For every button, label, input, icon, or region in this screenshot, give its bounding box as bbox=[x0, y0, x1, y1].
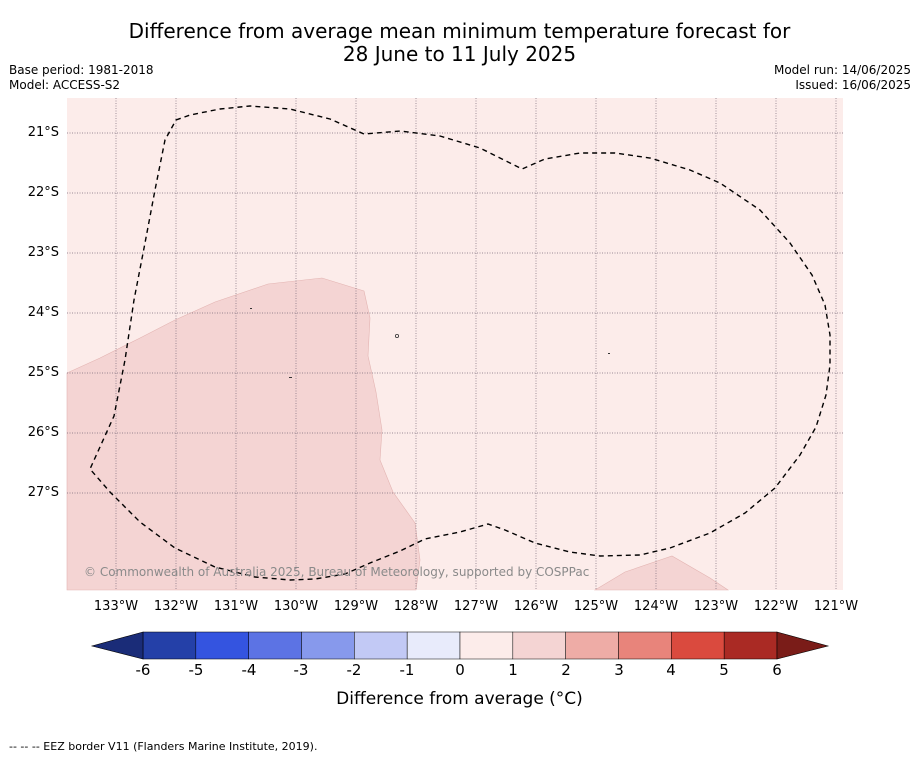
islands bbox=[250, 308, 610, 378]
copyright-text: © Commonwealth of Australia 2025, Bureau… bbox=[84, 565, 590, 579]
colorbar-tick: 6 bbox=[772, 661, 782, 679]
lon-label-121w: 121°W bbox=[813, 599, 859, 614]
meta-right: Model run: 14/06/2025 Issued: 16/06/2025 bbox=[774, 63, 911, 93]
lat-label-26s: 26°S bbox=[27, 425, 59, 440]
colorbar-segment bbox=[248, 631, 302, 660]
lat-label-25s: 25°S bbox=[27, 365, 59, 380]
colorbar-segment bbox=[195, 631, 249, 660]
lon-label-132w: 132°W bbox=[153, 599, 199, 614]
lat-label-27s: 27°S bbox=[27, 485, 59, 500]
colorbar-over-arrow bbox=[776, 631, 830, 660]
anomaly-region-south bbox=[593, 555, 729, 591]
issued-date: Issued: 16/06/2025 bbox=[795, 78, 911, 92]
map-title-line1: Difference from average mean minimum tem… bbox=[128, 19, 791, 43]
lon-label-126w: 126°W bbox=[513, 599, 559, 614]
lon-label-131w: 131°W bbox=[213, 599, 259, 614]
colorbar-tick: 5 bbox=[719, 661, 729, 679]
colorbar-tick: 0 bbox=[455, 661, 465, 679]
model-run: Model run: 14/06/2025 bbox=[773, 63, 911, 77]
lon-label-130w: 130°W bbox=[273, 599, 319, 614]
base-period: Base period: 1981-2018 bbox=[9, 63, 154, 77]
lat-label-24s: 24°S bbox=[27, 305, 59, 320]
colorbar-segment bbox=[723, 631, 778, 660]
lon-label-124w: 124°W bbox=[633, 599, 679, 614]
colorbar-tick: -5 bbox=[188, 661, 204, 679]
colorbar-segment bbox=[512, 631, 566, 660]
colorbar-tick: 1 bbox=[508, 661, 518, 679]
lon-label-123w: 123°W bbox=[693, 599, 739, 614]
lon-label-122w: 122°W bbox=[753, 599, 799, 614]
colorbar-tick: -4 bbox=[241, 661, 257, 679]
colorbar-segment bbox=[354, 631, 408, 660]
colorbar-segment bbox=[406, 631, 461, 660]
lon-label-125w: 125°W bbox=[573, 599, 619, 614]
colorbar-tick: -1 bbox=[399, 661, 415, 679]
lon-label-128w: 128°W bbox=[393, 599, 439, 614]
lon-label-127w: 127°W bbox=[453, 599, 499, 614]
lon-label-133w: 133°W bbox=[93, 599, 139, 614]
colorbar-segment bbox=[459, 631, 514, 660]
colorbar-segment bbox=[671, 631, 725, 660]
colorbar-tick: -3 bbox=[293, 661, 309, 679]
model-name: Model: ACCESS-S2 bbox=[9, 78, 121, 92]
colorbar-title: Difference from average (°C) bbox=[336, 689, 583, 709]
colorbar-segment bbox=[565, 631, 619, 660]
colorbar-tick: 4 bbox=[666, 661, 676, 679]
lat-label-23s: 23°S bbox=[27, 245, 59, 260]
colorbar-tick: -6 bbox=[135, 661, 151, 679]
colorbar-tick: 3 bbox=[614, 661, 624, 679]
eez-legend-note: -- -- -- EEZ border V11 (Flanders Marine… bbox=[9, 740, 318, 753]
lat-label-21s: 21°S bbox=[27, 125, 59, 140]
lon-label-129w: 129°W bbox=[333, 599, 379, 614]
colorbar-under-arrow bbox=[90, 631, 144, 660]
map-title-line2: 28 June to 11 July 2025 bbox=[342, 42, 577, 66]
lat-label-22s: 22°S bbox=[27, 185, 59, 200]
meta-left: Base period: 1981-2018 Model: ACCESS-S2 bbox=[9, 63, 154, 93]
colorbar-segment bbox=[301, 631, 355, 660]
colorbar-segment bbox=[618, 631, 672, 660]
colorbar-segment bbox=[142, 631, 197, 660]
graticule bbox=[67, 98, 843, 590]
colorbar-tick: 2 bbox=[561, 661, 571, 679]
anomaly-region-west bbox=[66, 277, 421, 591]
colorbar-tick: -2 bbox=[346, 661, 362, 679]
map-title: Difference from average mean minimum tem… bbox=[0, 20, 919, 66]
